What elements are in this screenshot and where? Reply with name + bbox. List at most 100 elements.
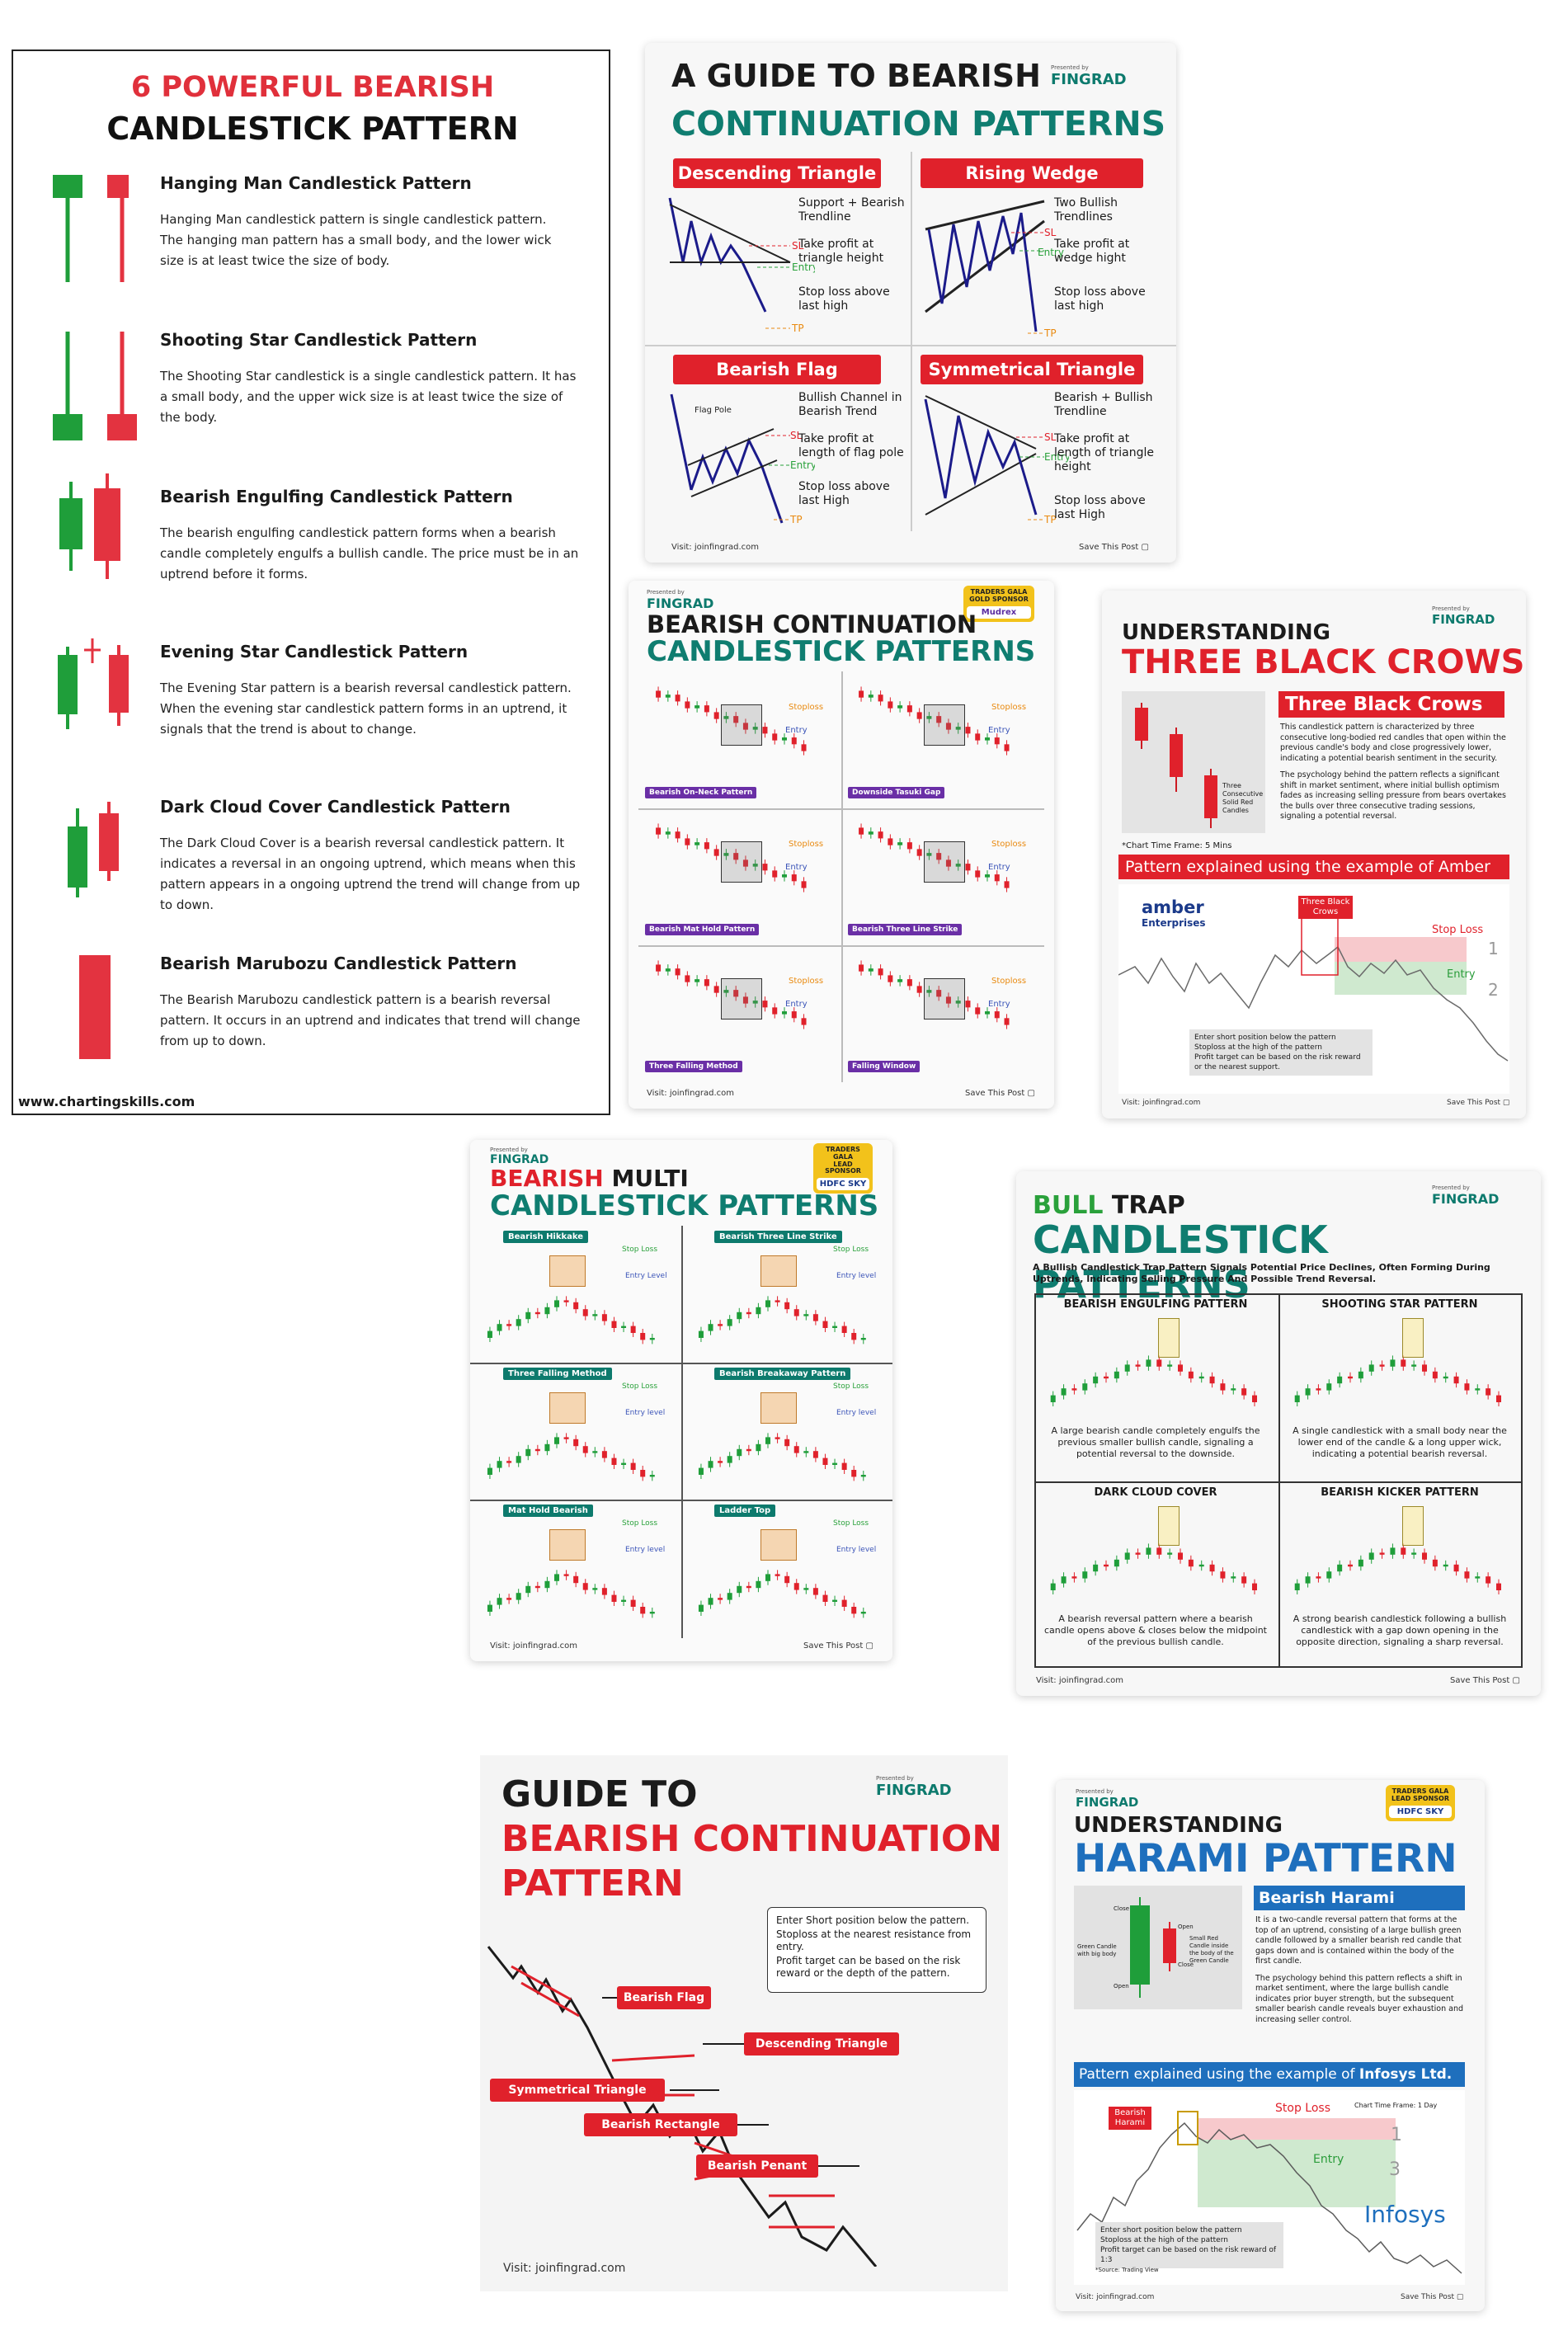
pattern-name-label: Bearish Breakaway Pattern (714, 1368, 851, 1380)
pattern-highlight-box (721, 978, 762, 1020)
amber-price-chart: amber Enterprises Three Black Crows Stop… (1118, 884, 1509, 1094)
descending-triangle-label: Descending Triangle (744, 2032, 899, 2056)
pattern-chart (487, 1296, 655, 1344)
save-post-button[interactable]: Save This Post ▢ (1401, 2293, 1464, 2301)
descending-triangle-diagram: SL Entry TP (668, 197, 815, 334)
hanging-man-candle-icon (46, 175, 129, 290)
entry-level-label: Entry level (836, 1546, 877, 1554)
pattern-highlight-box (549, 1392, 586, 1424)
example-banner: Pattern explained using the example of I… (1074, 2062, 1465, 2087)
save-post-button[interactable]: Save This Post ▢ (1450, 1676, 1520, 1685)
website-url: www.chartingskills.com (18, 1094, 195, 1109)
pattern-chart (487, 1433, 655, 1481)
pattern-bullets: This candlestick pattern is characterize… (1280, 723, 1506, 821)
example-banner: Pattern explained using the example of A… (1118, 855, 1509, 901)
evening-star-candle-icon (51, 638, 142, 737)
svg-text:Entry: Entry (1038, 247, 1064, 258)
item-heading: Hanging Man Candlestick Pattern (160, 173, 472, 193)
card-guide-bearish-continuation: A GUIDE TO BEARISH Presented by FINGRAD … (645, 43, 1176, 563)
pattern-name-label: BEARISH ENGULFING PATTERN (1063, 1298, 1248, 1311)
bookmark-icon: ▢ (1512, 1676, 1520, 1685)
rising-wedge-diagram: SL Entry TP (925, 200, 1064, 337)
sponsor-badge: TRADERS GALA GOLD SPONSOR Mudrex (963, 586, 1034, 622)
pattern-chart (656, 960, 807, 1029)
card-harami-pattern: Presented by FINGRAD TRADERS GALA LEAD SPO… (1056, 1780, 1485, 2311)
chart-tag: Three Black Crows (1298, 896, 1353, 919)
pattern-highlight-box (1158, 1318, 1180, 1358)
pattern-name-label: Bearish Hikkake (503, 1231, 589, 1243)
card2-title-line2: CONTINUATION PATTERNS (671, 104, 1166, 144)
card-bearish-multi-candlestick: Presented by FINGRAD TRADERS GALA LEAD SPO… (470, 1140, 892, 1661)
pattern-highlight-box (760, 1255, 797, 1287)
card8-title-line2: HARAMI PATTERN (1074, 1836, 1457, 1881)
step-2-marker: 2 (1488, 980, 1499, 1000)
visit-link[interactable]: Visit: joinfingrad.com (671, 543, 759, 552)
sponsor-badge: TRADERS GALA LEAD SPONSOR HDFC SKY (1386, 1785, 1455, 1821)
item-heading: Bearish Engulfing Candlestick Pattern (160, 487, 513, 506)
visit-link[interactable]: Visit: joinfingrad.com (1076, 2293, 1155, 2301)
box-title: Bearish Harami Pattern (1254, 1886, 1465, 1932)
stoploss-label: Stoploss (789, 703, 824, 712)
pattern-chart (656, 686, 807, 756)
visit-link[interactable]: Visit: joinfingrad.com (503, 2262, 626, 2275)
entry-label: Entry (1313, 2153, 1344, 2166)
patterns-grid: Descending Triangle SL Entry TP Support … (645, 152, 1176, 531)
stop-loss-label: Stop Loss (1432, 924, 1484, 936)
item-heading: Shooting Star Candlestick Pattern (160, 330, 478, 350)
fingrad-logo: Presented by FINGRAD (1432, 605, 1495, 627)
save-post-button[interactable]: Save This Post ▢ (965, 1089, 1035, 1098)
chart-timeframe: *Chart Time Frame: 5 Mins (1122, 841, 1232, 850)
price-chart-svg (1076, 2111, 1462, 2274)
pattern-highlight-box (549, 1529, 586, 1561)
save-post-button[interactable]: Save This Post ▢ (1079, 543, 1149, 552)
visit-link[interactable]: Visit: joinfingrad.com (1122, 1099, 1201, 1107)
fingrad-logo: Presented by FINGRAD (1076, 1788, 1139, 1810)
entry-level-label: Entry level (625, 1409, 666, 1417)
item-text: The Evening Star pattern is a bearish re… (160, 680, 572, 737)
panel-bullets: Bullish Channel in Bearish Trend Take pr… (798, 391, 904, 507)
stop-loss-label: Stop Loss (622, 1382, 658, 1391)
card5-title-line1: BEARISH MULTI (490, 1165, 689, 1192)
save-post-button[interactable]: Save This Post ▢ (1447, 1099, 1510, 1107)
svg-text:SL: SL (790, 430, 803, 441)
visit-link[interactable]: Visit: joinfingrad.com (490, 1641, 577, 1651)
visit-link[interactable]: Visit: joinfingrad.com (1036, 1676, 1123, 1685)
pattern-caption: A large bearish candle completely engulf… (1051, 1425, 1260, 1459)
card7-title-line2: BEARISH CONTINUATION (501, 1818, 1003, 1860)
card2-title-line1: A GUIDE TO BEARISH (671, 58, 1041, 94)
pattern-name-label: SHOOTING STAR PATTERN (1321, 1298, 1478, 1311)
amber-logo: amber Enterprises (1142, 897, 1206, 929)
item-text: The bearish engulfing candlestick patter… (160, 525, 579, 582)
shooting-star-candle-icon (46, 332, 145, 447)
step-1-marker: 1 (1488, 939, 1499, 958)
card7-title-line1: GUIDE TO (501, 1773, 698, 1815)
pattern-caption: A bearish reversal pattern where a beari… (1044, 1613, 1267, 1647)
save-post-button[interactable]: Save This Post ▢ (803, 1641, 873, 1651)
pattern-name-label: BEARISH KICKER PATTERN (1321, 1486, 1479, 1499)
card5-title-line2: CANDLESTICK PATTERNS (490, 1189, 879, 1222)
pattern-highlight-box (924, 704, 965, 746)
stoploss-label: Stoploss (991, 977, 1027, 986)
panel-grid (638, 671, 1044, 1082)
svg-text:Flag Pole: Flag Pole (695, 406, 732, 415)
panel-bullets: Two Bullish Trendlines Take profit at we… (1054, 196, 1146, 313)
stop-loss-label: Stop Loss (1275, 2102, 1330, 2115)
card4-title-line1: UNDERSTANDING (1122, 620, 1330, 645)
card-bull-trap-candlestick: Presented by FINGRAD BULL TRAP CANDLESTIC… (1016, 1171, 1541, 1696)
pattern-name-label: Downside Tasuki Gap (848, 787, 945, 798)
pattern-chart (859, 960, 1010, 1029)
svg-text:Entry: Entry (1044, 451, 1069, 463)
svg-text:TP: TP (789, 514, 803, 525)
visit-link[interactable]: Visit: joinfingrad.com (647, 1089, 734, 1098)
pattern-chart (1050, 1355, 1257, 1406)
infosys-logo: Infosys (1364, 2201, 1446, 2228)
pattern-chart (487, 1570, 655, 1618)
bearish-flag-label: Bearish Flag (673, 355, 881, 384)
stoploss-label: Stoploss (991, 703, 1027, 712)
pattern-chart (1294, 1355, 1501, 1406)
panel-bullets: Bearish + Bullish Trendline Take profit … (1054, 391, 1154, 521)
pattern-chart (859, 686, 1010, 756)
svg-text:Entry: Entry (792, 261, 815, 273)
harami-diagram-box: Close Open Open Close Green Candle with … (1074, 1886, 1242, 2009)
stop-loss-label: Stop Loss (833, 1246, 869, 1254)
